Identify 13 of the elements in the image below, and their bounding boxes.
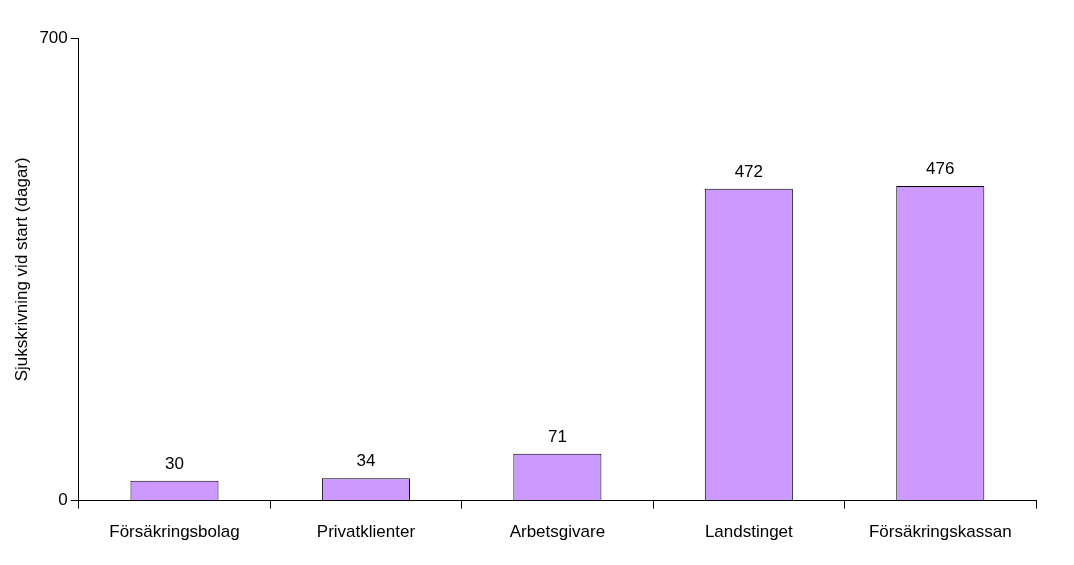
x-tick-label: Försäkringskassan xyxy=(868,522,1012,542)
x-tick-label: Landstinget xyxy=(704,522,794,542)
y-tick-label: 700 xyxy=(39,27,68,47)
y-axis-title: Sjukskrivning vid start (dagar) xyxy=(11,157,31,382)
data-label: 476 xyxy=(926,159,955,179)
y-tick-label: 0 xyxy=(58,490,68,510)
data-label: 472 xyxy=(734,161,764,181)
data-label: 34 xyxy=(356,451,376,471)
data-label: 71 xyxy=(547,426,567,446)
x-tick-label: Försäkringsbolag xyxy=(109,522,240,542)
x-tick-label: Privatklienter xyxy=(316,522,416,542)
x-tick-label: Arbetsgivare xyxy=(509,522,606,542)
data-label: 30 xyxy=(165,453,184,473)
